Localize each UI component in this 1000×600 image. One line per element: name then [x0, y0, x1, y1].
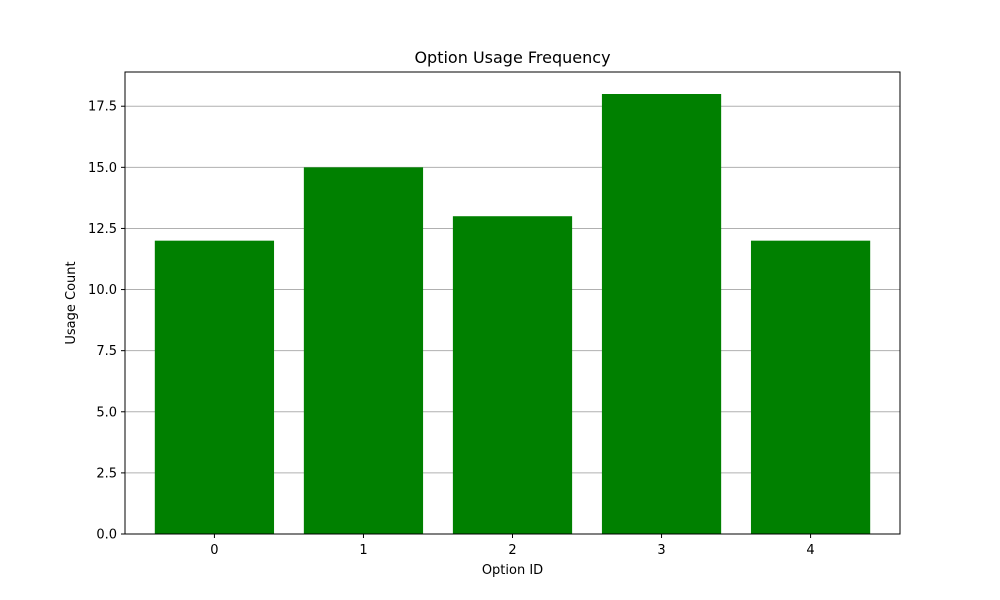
y-tick-label: 7.5	[96, 344, 117, 359]
y-tick-label: 5.0	[96, 405, 117, 420]
y-tick-label: 17.5	[88, 100, 117, 115]
y-axis-label: Usage Count	[64, 261, 79, 344]
y-axis: 0.0 2.5 5.0 7.5 10.0 12.5 15.0 17.5	[88, 100, 125, 543]
y-tick-label: 10.0	[88, 283, 117, 298]
x-tick-label: 3	[657, 543, 665, 558]
x-axis: 0 1 2 3 4	[210, 534, 815, 558]
bar-option-4	[750, 240, 871, 534]
chart-title: Option Usage Frequency	[414, 48, 610, 67]
bar-option-2	[452, 216, 573, 534]
x-tick-label: 4	[806, 543, 814, 558]
bar-option-0	[154, 240, 275, 534]
y-tick-label: 12.5	[88, 222, 117, 237]
bars	[154, 94, 871, 535]
x-tick-label: 2	[508, 543, 516, 558]
bar-option-3	[601, 94, 722, 534]
x-axis-label: Option ID	[482, 563, 543, 578]
bar-option-1	[303, 167, 424, 535]
x-tick-label: 1	[359, 543, 367, 558]
y-tick-label: 15.0	[88, 161, 117, 176]
y-tick-label: 0.0	[96, 528, 117, 543]
x-tick-label: 0	[210, 543, 218, 558]
y-tick-label: 2.5	[96, 466, 117, 481]
